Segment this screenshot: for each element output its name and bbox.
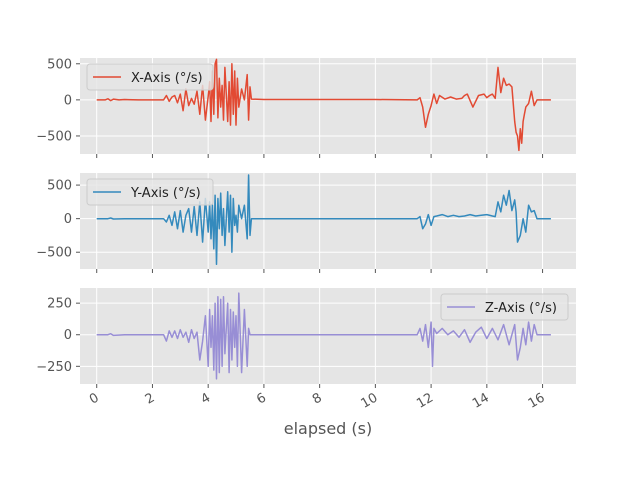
y-tick-label: 0 xyxy=(64,328,72,343)
x-tick-label: 8 xyxy=(310,390,325,407)
x-tick-label: 12 xyxy=(414,390,436,411)
legend-label: X-Axis (°/s) xyxy=(131,71,203,86)
subplot-2: 500 0 −500 Y-Axis (°/s) xyxy=(36,173,576,273)
legend-box xyxy=(86,63,214,91)
y-tick-label: 0 xyxy=(64,212,72,227)
subplots: 500 0 −500 X-Axis (°/s) 500 0 −500 Y-Axis (°/s)… xyxy=(36,57,576,412)
y-tick-label: 250 xyxy=(47,297,72,312)
x-tick-label: 6 xyxy=(254,390,269,407)
legend: X-Axis (°/s) xyxy=(86,63,214,91)
x-tick-label: 10 xyxy=(359,390,381,411)
y-tick-label: −500 xyxy=(36,246,72,261)
x-tick-label: 4 xyxy=(199,390,214,407)
y-tick-label: 500 xyxy=(47,57,72,72)
legend-box xyxy=(440,293,569,321)
y-tick-label: 500 xyxy=(47,179,72,194)
x-tick-label: 16 xyxy=(526,390,548,411)
x-tick-label: 2 xyxy=(143,390,158,407)
y-tick-label: −500 xyxy=(36,129,72,144)
series-line-2 xyxy=(96,174,551,266)
legend-label: Z-Axis (°/s) xyxy=(485,301,557,316)
y-tick-label: 0 xyxy=(64,93,72,108)
series-line-1 xyxy=(96,58,551,152)
legend: Z-Axis (°/s) xyxy=(440,293,569,321)
series-line-3 xyxy=(96,292,551,380)
y-tick-label: −250 xyxy=(36,360,72,375)
x-tick-labels: 0 2 4 6 8 10 12 14 16 xyxy=(87,390,548,411)
subplot-3: 250 0 −250 Z-Axis (°/s) xyxy=(36,288,576,388)
legend-box xyxy=(86,178,214,206)
x-tick-label: 0 xyxy=(87,390,102,407)
legend-label: Y-Axis (°/s) xyxy=(130,186,201,201)
x-tick-label: 14 xyxy=(470,390,492,411)
x-axis-label: elapsed (s) xyxy=(284,419,373,438)
legend: Y-Axis (°/s) xyxy=(86,178,214,206)
subplot-1: 500 0 −500 X-Axis (°/s) xyxy=(36,57,576,158)
